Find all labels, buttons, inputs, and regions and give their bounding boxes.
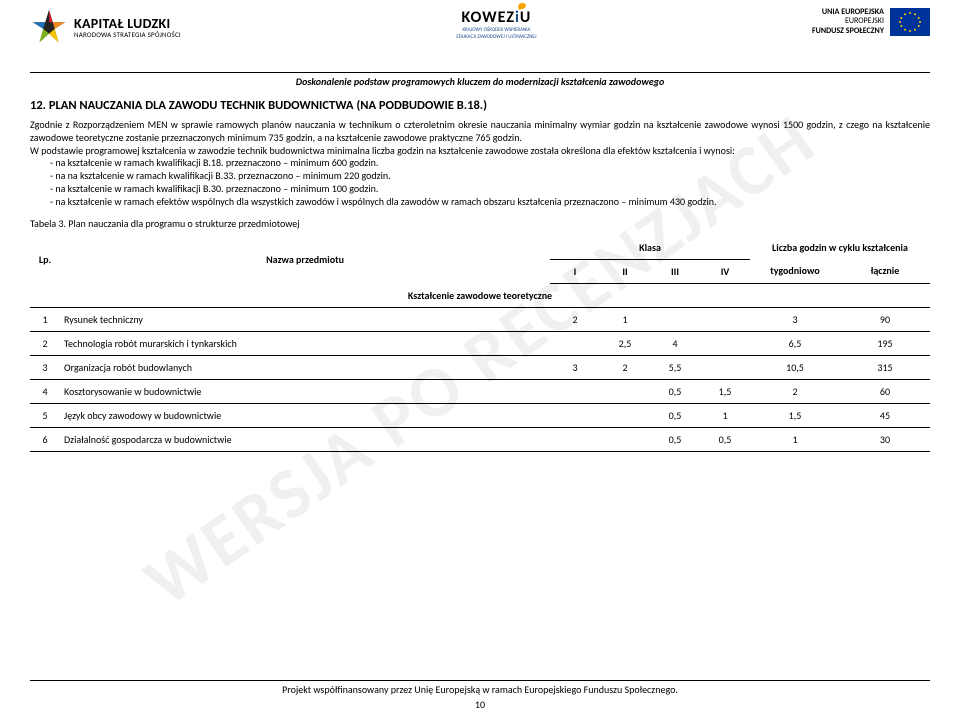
header: KAPITAŁ LUDZKI NARODOWA STRATEGIA SPÓJNO… <box>30 8 930 70</box>
table-caption: Tabela 3. Plan nauczania dla programu o … <box>30 217 930 230</box>
table-row: 4Kosztorysowanie w budownictwie0,51,5260 <box>30 379 930 403</box>
th-tyg: tygodniowo <box>750 259 840 283</box>
page-number: 10 <box>0 698 960 711</box>
bullet-item: na kształcenie w ramach efektów wspólnyc… <box>50 196 930 209</box>
th-col-3: III <box>650 259 700 283</box>
body-text: Zgodnie z Rozporządzeniem MEN w sprawie … <box>30 119 930 209</box>
table-row: 3Organizacja robót budowlanych325,510,53… <box>30 355 930 379</box>
footer-text: Projekt współfinansowany przez Unię Euro… <box>0 683 960 696</box>
table-row: 6Działalność gospodarcza w budownictwie0… <box>30 427 930 451</box>
koweziu-tail: U <box>520 8 531 27</box>
th-col-1: I <box>550 259 600 283</box>
th-col-2: II <box>600 259 650 283</box>
para-1: Zgodnie z Rozporządzeniem MEN w sprawie … <box>30 119 930 145</box>
th-col-4: IV <box>700 259 750 283</box>
koweziu-accent: i <box>515 8 520 27</box>
logo-koweziu: KOWEZiU KRAJOWY OŚRODEK WSPIERANIA EDUKA… <box>456 8 536 40</box>
koweziu-brand: KOWEZ <box>461 8 515 27</box>
bullet-item: na kształcenie w ramach kwalifikacji B.3… <box>50 183 930 196</box>
th-lac: łącznie <box>840 259 930 283</box>
section-row: Kształcenie zawodowe teoretyczne <box>30 283 930 307</box>
koweziu-sub2: EDUKACJI ZAWODOWEJ I USTAWICZNEJ <box>456 35 536 41</box>
koweziu-sub1: KRAJOWY OŚRODEK WSPIERANIA <box>456 28 536 34</box>
section-title: 12. PLAN NAUCZANIA DLA ZAWODU TECHNIK BU… <box>30 98 930 113</box>
star-icon <box>30 8 68 46</box>
footer: Projekt współfinansowany przez Unię Euro… <box>0 680 960 711</box>
eu-line3: FUNDUSZ SPOŁECZNY <box>812 27 884 36</box>
th-cycle: Liczba godzin w cyklu kształcenia <box>750 236 930 260</box>
banner-line: Doskonalenie podstaw programowych klucze… <box>30 72 930 88</box>
logo-kapital-ludzki: KAPITAŁ LUDZKI NARODOWA STRATEGIA SPÓJNO… <box>30 8 181 46</box>
th-lp: Lp. <box>30 236 60 284</box>
plan-table: Lp. Nazwa przedmiotu Klasa Liczba godzin… <box>30 236 930 452</box>
logo-eu: UNIA EUROPEJSKA EUROPEJSKI FUNDUSZ SPOŁE… <box>812 8 930 36</box>
eu-flag-icon <box>890 8 930 36</box>
table-row: 2Technologia robót murarskich i tynkarsk… <box>30 331 930 355</box>
th-nazwa: Nazwa przedmiotu <box>60 236 550 284</box>
table-row: 5Język obcy zawodowy w budownictwie0,511… <box>30 403 930 427</box>
logo-title: KAPITAŁ LUDZKI <box>74 17 181 31</box>
th-klasa: Klasa <box>550 236 750 260</box>
table-row: 1Rysunek techniczny21390 <box>30 307 930 331</box>
logo-subtitle: NARODOWA STRATEGIA SPÓJNOŚCI <box>74 31 181 38</box>
